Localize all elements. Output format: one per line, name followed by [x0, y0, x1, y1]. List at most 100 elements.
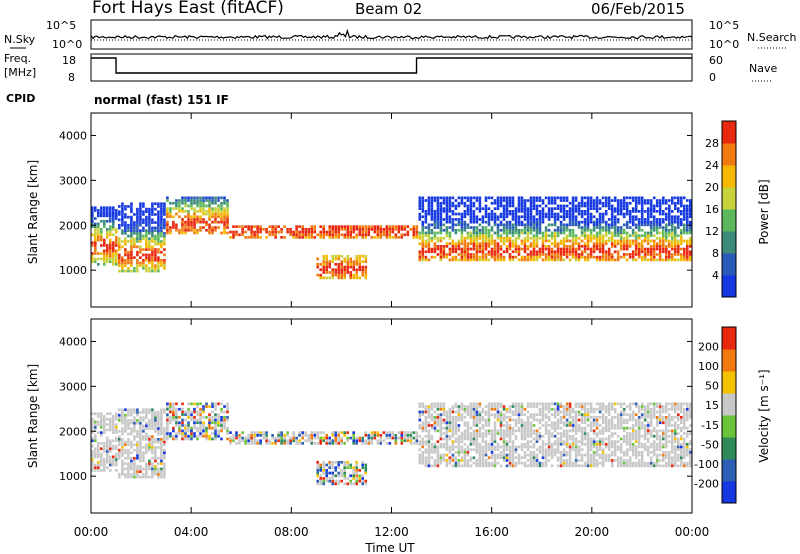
heatmap-cell	[454, 245, 458, 248]
heatmap-cell	[481, 239, 485, 243]
heatmap-cell	[166, 416, 169, 419]
heatmap-cell	[535, 223, 539, 227]
heatmap-cell	[643, 239, 647, 243]
heatmap-cell	[460, 215, 464, 219]
heatmap-cell	[262, 431, 265, 434]
heatmap-cell	[307, 228, 310, 231]
heatmap-cell	[607, 459, 611, 462]
heatmap-cell	[454, 424, 458, 427]
heatmap-cell	[112, 447, 115, 451]
heatmap-cell	[217, 402, 220, 406]
heatmap-cell	[499, 456, 503, 460]
heatmap-cell	[346, 436, 349, 440]
heatmap-cell	[352, 236, 355, 239]
heatmap-cell	[562, 242, 566, 245]
heatmap-cell	[433, 464, 437, 468]
heatmap-cell	[580, 228, 584, 232]
heatmap-cell	[529, 207, 533, 210]
heatmap-cell	[205, 223, 208, 227]
heatmap-cell	[586, 424, 590, 427]
heatmap-cell	[433, 196, 437, 200]
heatmap-cell	[502, 207, 506, 210]
heatmap-cell	[310, 434, 313, 437]
heatmap-cell	[583, 247, 587, 251]
heatmap-cell	[457, 247, 461, 251]
heatmap-cell	[457, 424, 461, 427]
heatmap-cell	[172, 405, 175, 408]
heatmap-cell	[463, 434, 467, 438]
heatmap-cell	[646, 253, 650, 256]
heatmap-cell	[175, 432, 178, 435]
heatmap-cell	[421, 199, 425, 202]
heatmap-cell	[187, 416, 190, 419]
heatmap-cell	[376, 442, 380, 445]
heatmap-cell	[193, 207, 196, 210]
heatmap-cell	[439, 247, 443, 251]
heatmap-cell	[683, 253, 686, 256]
heatmap-cell	[256, 442, 259, 445]
heatmap-cell	[496, 255, 500, 259]
heatmap-cell	[196, 228, 199, 232]
heatmap-cell	[562, 434, 566, 438]
heatmap-cell	[622, 434, 626, 438]
heatmap-cell	[445, 199, 449, 202]
heatmap-cell	[367, 439, 371, 443]
heatmap-cell	[139, 245, 142, 249]
heatmap-cell	[214, 405, 217, 408]
heatmap-cell	[127, 229, 130, 232]
heatmap-cell	[686, 204, 689, 208]
heatmap-cell	[184, 220, 187, 224]
heatmap-cell	[496, 207, 500, 210]
heatmap-cell	[562, 413, 566, 416]
heatmap-cell	[328, 228, 331, 231]
heatmap-cell	[307, 233, 310, 237]
heatmap-cell	[442, 407, 446, 411]
heatmap-cell	[346, 463, 349, 467]
heatmap-cell	[148, 424, 151, 428]
heatmap-cell	[310, 439, 313, 443]
heatmap-cell	[454, 416, 458, 419]
heatmap-cell	[427, 231, 431, 235]
heatmap-cell	[529, 456, 533, 460]
y-tick-label: 1000	[59, 264, 87, 277]
heatmap-cell	[634, 199, 638, 202]
heatmap-cell	[505, 421, 509, 425]
heatmap-cell	[610, 416, 614, 419]
heatmap-cell	[478, 199, 482, 202]
heatmap-cell	[457, 245, 461, 248]
heatmap-cell	[172, 201, 175, 205]
heatmap-cell	[652, 215, 656, 219]
heatmap-cell	[208, 199, 211, 202]
heatmap-cell	[496, 416, 500, 419]
heatmap-cell	[448, 250, 452, 254]
heatmap-cell	[439, 201, 443, 205]
heatmap-cell	[671, 199, 674, 202]
heatmap-cell	[91, 217, 94, 220]
heatmap-cell	[133, 464, 136, 468]
heatmap-cell	[586, 212, 590, 216]
heatmap-cell	[668, 220, 671, 224]
heatmap-cell	[481, 253, 485, 256]
heatmap-cell	[160, 242, 163, 246]
heatmap-cell	[607, 445, 611, 449]
heatmap-cell	[613, 218, 617, 221]
heatmap-cell	[601, 220, 605, 224]
heatmap-cell	[133, 223, 136, 227]
heatmap-cell	[100, 257, 103, 261]
heatmap-cell	[610, 220, 614, 224]
heatmap-cell	[529, 220, 533, 224]
heatmap-cell	[610, 445, 614, 449]
heatmap-cell	[475, 247, 479, 251]
heatmap-cell	[580, 255, 584, 259]
heatmap-cell	[388, 225, 392, 228]
heatmap-cell	[181, 424, 184, 427]
heatmap-cell	[121, 448, 124, 452]
heatmap-cell	[526, 405, 530, 408]
heatmap-cell	[301, 225, 304, 228]
heatmap-cell	[91, 233, 94, 237]
heatmap-cell	[643, 218, 647, 221]
heatmap-cell	[352, 263, 355, 266]
heatmap-cell	[157, 421, 160, 425]
heatmap-cell	[160, 245, 163, 249]
heatmap-cell	[316, 466, 319, 469]
